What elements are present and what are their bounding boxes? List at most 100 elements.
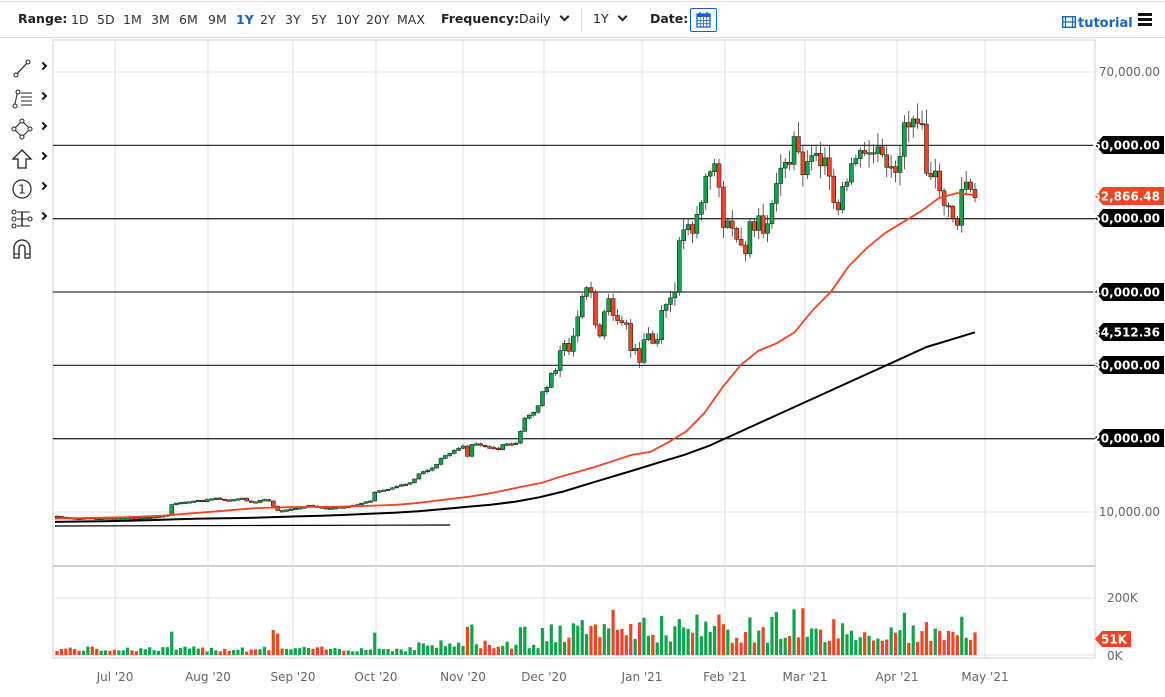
candle-down (950, 205, 956, 219)
candle-up (195, 500, 201, 503)
x-axis-label: Jul '20 (96, 670, 134, 684)
range-1y[interactable]: 1Y (236, 12, 254, 27)
volume-bar-up (377, 648, 381, 655)
volume-bar-down (311, 648, 315, 655)
polygon-nodes-icon (11, 118, 33, 140)
volume-bar-up (704, 621, 708, 655)
candle-down (871, 152, 876, 155)
period-dropdown[interactable]: 1Y (593, 11, 628, 26)
volume-bar-up (139, 648, 143, 655)
volume-bar-down (730, 642, 734, 655)
volume-bar-up (527, 648, 531, 655)
range-5y[interactable]: 5Y (311, 12, 327, 27)
candle-up (513, 442, 519, 445)
moving-average-fast-line (54, 192, 976, 520)
candle-down (738, 238, 744, 246)
volume-bar-down (483, 640, 487, 655)
candle-up (584, 287, 589, 297)
range-max[interactable]: MAX (397, 12, 425, 27)
candle-up (606, 298, 611, 313)
volume-bar-up (673, 626, 677, 655)
candle-up (403, 483, 408, 486)
candle-up (756, 215, 761, 231)
volume-bar-down (593, 624, 598, 655)
volume-bar-up (902, 612, 906, 655)
candle-up (231, 499, 236, 502)
volume-bar-up (293, 648, 297, 655)
volume-bar-up (333, 647, 337, 655)
volume-bar-up (854, 640, 858, 655)
trend-line-tool[interactable] (10, 57, 50, 81)
volume-bar-up (779, 638, 783, 655)
volume-bar-up (390, 651, 395, 655)
volume-bar-up (302, 647, 306, 655)
volume-bar-up (236, 649, 240, 655)
candle-up (544, 387, 550, 392)
range-20y[interactable]: 20Y (366, 12, 390, 27)
range-3y[interactable]: 3Y (285, 12, 301, 27)
volume-axis-label: 200K (1107, 591, 1139, 605)
candle-up (646, 333, 651, 340)
volume-bar-down (788, 636, 792, 655)
frequency-dropdown[interactable]: Daily (519, 11, 570, 26)
candle-up (399, 484, 404, 487)
volume-bars (55, 608, 977, 655)
candle-up (456, 447, 461, 451)
candle-up (187, 501, 192, 504)
numbered-circle-icon: 1 (12, 179, 32, 199)
range-5d[interactable]: 5D (97, 12, 115, 27)
magnet-tool[interactable] (10, 237, 50, 261)
range-3m[interactable]: 3M (151, 12, 170, 27)
volume-bar-up (258, 649, 262, 655)
range-2y[interactable]: 2Y (260, 12, 276, 27)
range-1d[interactable]: 1D (71, 12, 89, 27)
fibonacci-tool[interactable] (10, 87, 50, 111)
arrow-tool[interactable] (10, 147, 50, 171)
volume-bar-up (351, 651, 355, 655)
volume-bar-down (271, 629, 275, 655)
candle-down (248, 500, 254, 503)
candle-down (915, 118, 920, 124)
up-arrow-icon (11, 149, 33, 169)
volume-bar-down (95, 648, 99, 655)
candle-down (226, 499, 232, 502)
candle-up (531, 412, 536, 416)
volume-bar-up (532, 644, 536, 655)
range-10y[interactable]: 10Y (336, 12, 360, 27)
volume-bar-up (642, 617, 646, 655)
volume-bar-up (668, 641, 673, 655)
candle-down (134, 517, 139, 520)
candle-up (681, 229, 686, 241)
candle-up (910, 118, 916, 128)
shapes-tool[interactable] (10, 117, 50, 141)
candle-up (469, 444, 475, 457)
candle-up (235, 498, 241, 501)
level-label-40000: 40,000.00 (1092, 286, 1160, 300)
range-1m[interactable]: 1M (123, 12, 142, 27)
candle-up (822, 157, 828, 167)
range-9m[interactable]: 9M (208, 12, 227, 27)
range-6m[interactable]: 6M (179, 12, 198, 27)
hamburger-menu-icon[interactable] (1138, 13, 1152, 26)
candle-up (474, 443, 479, 446)
volume-bar-down (942, 640, 946, 655)
candle-up (849, 163, 854, 183)
x-axis-label: Apr '21 (875, 670, 918, 684)
candle-up (390, 487, 395, 490)
candle-up (571, 335, 576, 352)
measure-tool[interactable] (10, 207, 50, 231)
candle-up (703, 175, 709, 203)
date-picker-button[interactable] (690, 8, 717, 32)
volume-bar-up (346, 650, 350, 655)
volume-bar-up (911, 625, 915, 655)
candle-down (835, 202, 841, 211)
volume-bar-up (876, 638, 880, 655)
volume-bar-down (611, 609, 615, 655)
annotation-tool[interactable]: 1 (10, 177, 50, 201)
candle-up (460, 445, 466, 449)
divider (581, 8, 582, 32)
volume-bar-down (130, 650, 134, 655)
candle-up (685, 224, 691, 230)
tutorial-link[interactable]: tutorial (1061, 15, 1133, 31)
